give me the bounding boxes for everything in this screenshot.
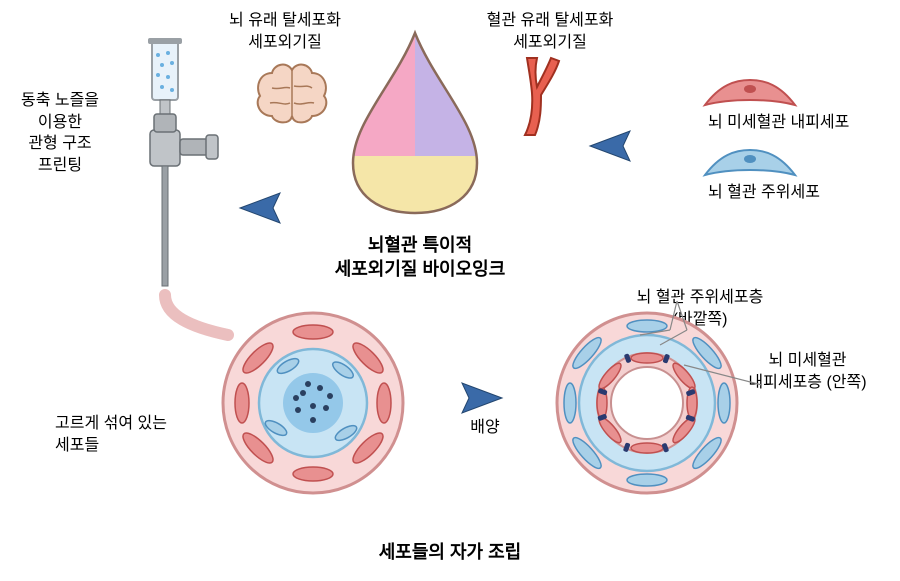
brain-icon (252, 58, 332, 128)
bioink-drop-icon (345, 28, 485, 218)
culture-label: 배양 (455, 417, 515, 439)
arrow-right-icon (455, 380, 507, 416)
vascular-ecm-label: 혈관 유래 탈세포화 세포외기질 (460, 10, 640, 53)
arrow-left-1-icon (235, 190, 287, 226)
vessel-y-icon (497, 53, 567, 138)
mixed-cells-label: 고르게 섞여 있는 세포들 (55, 413, 215, 456)
leader-lines (552, 295, 822, 495)
pericyte-label: 뇌 혈관 주위세포 (708, 182, 898, 204)
endothelial-cell-icon (700, 75, 800, 110)
cross-section-mixed-icon (218, 308, 408, 498)
arrow-left-2-icon (585, 128, 637, 164)
self-assembly-title: 세포들의 자가 조립 (320, 540, 580, 564)
pericyte-cell-icon (700, 145, 800, 180)
bioink-title: 뇌혈관 특이적 세포외기질 바이오잉크 (295, 233, 545, 282)
nozzle-label: 동축 노즐을 이용한 관형 구조 프린팅 (0, 90, 120, 176)
endothelial-cell-label: 뇌 미세혈관 내피세포 (708, 112, 898, 134)
